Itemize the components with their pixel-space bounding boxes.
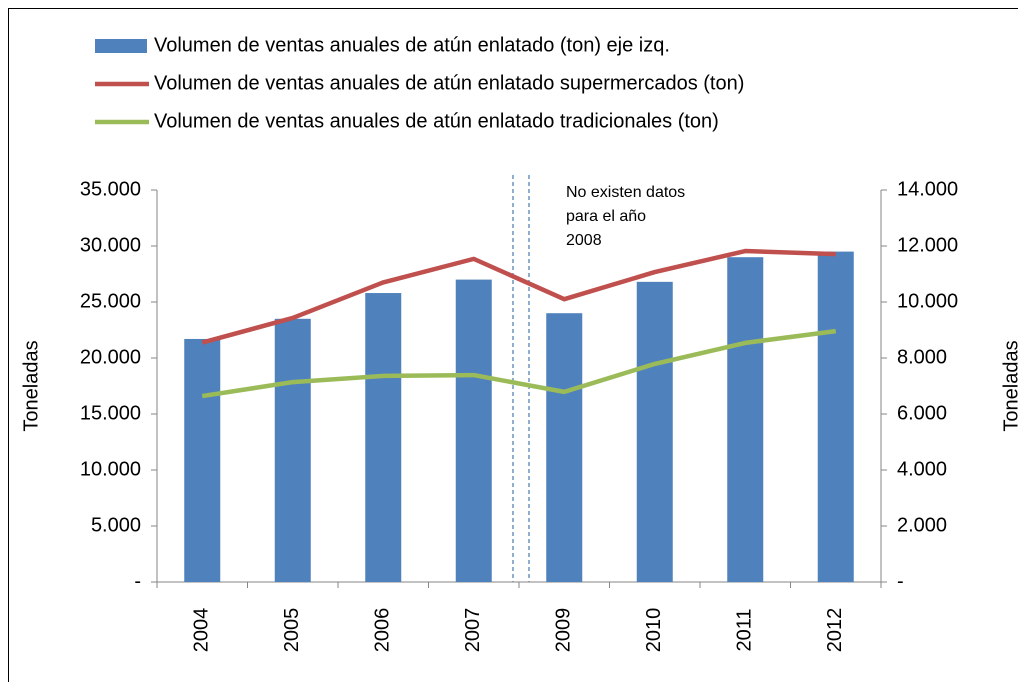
bar xyxy=(184,338,221,582)
annotation: para el año xyxy=(566,208,646,225)
line-series xyxy=(201,248,836,345)
legend-label: Volumen de ventas anuales de atún enlata… xyxy=(154,34,670,56)
bar xyxy=(455,279,492,582)
annotation: 2008 xyxy=(566,232,602,249)
x-tick-label: 2011 xyxy=(734,608,756,651)
y-tick-label: 15.000 xyxy=(80,402,141,424)
legend-swatch xyxy=(95,39,147,53)
legend-label: Volumen de ventas anuales de atún enlata… xyxy=(154,110,719,132)
bar xyxy=(546,313,583,582)
x-tick-label: 2012 xyxy=(824,608,846,653)
bar xyxy=(817,251,854,582)
y-axis-title: Toneladas xyxy=(20,340,42,431)
y-tick-label: 20.000 xyxy=(80,346,141,368)
y2-axis-title: Toneladas xyxy=(1000,340,1018,431)
chart-frame xyxy=(8,8,1018,682)
y-tick-label: - xyxy=(134,570,141,592)
y2-tick-label: - xyxy=(897,570,904,592)
y-tick-label: 25.000 xyxy=(80,290,141,312)
bar xyxy=(274,318,311,582)
bar xyxy=(365,293,402,582)
line-series xyxy=(201,328,837,399)
x-tick-label: 2007 xyxy=(462,608,484,653)
x-tick-label: 2004 xyxy=(191,608,213,653)
x-tick-label: 2010 xyxy=(643,608,665,653)
y-tick-label: 35.000 xyxy=(80,178,141,200)
legend-label: Volumen de ventas anuales de atún enlata… xyxy=(154,72,744,94)
x-tick-label: 2005 xyxy=(281,608,303,653)
y-tick-label: 5.000 xyxy=(91,514,141,536)
annotation: No existen datos xyxy=(566,184,685,201)
x-tick-label: 2006 xyxy=(372,608,394,653)
bar xyxy=(727,257,764,582)
y2-tick-label: 14.000 xyxy=(897,178,958,200)
y2-tick-label: 2.000 xyxy=(897,514,947,536)
y2-tick-label: 12.000 xyxy=(897,234,958,256)
y2-tick-label: 4.000 xyxy=(897,458,947,480)
y2-tick-label: 8.000 xyxy=(897,346,947,368)
y2-tick-label: 10.000 xyxy=(897,290,958,312)
bar xyxy=(636,281,673,582)
y2-tick-label: 6.000 xyxy=(897,402,947,424)
y-tick-label: 10.000 xyxy=(80,458,141,480)
y-tick-label: 30.000 xyxy=(80,234,141,256)
x-tick-label: 2009 xyxy=(553,608,575,653)
